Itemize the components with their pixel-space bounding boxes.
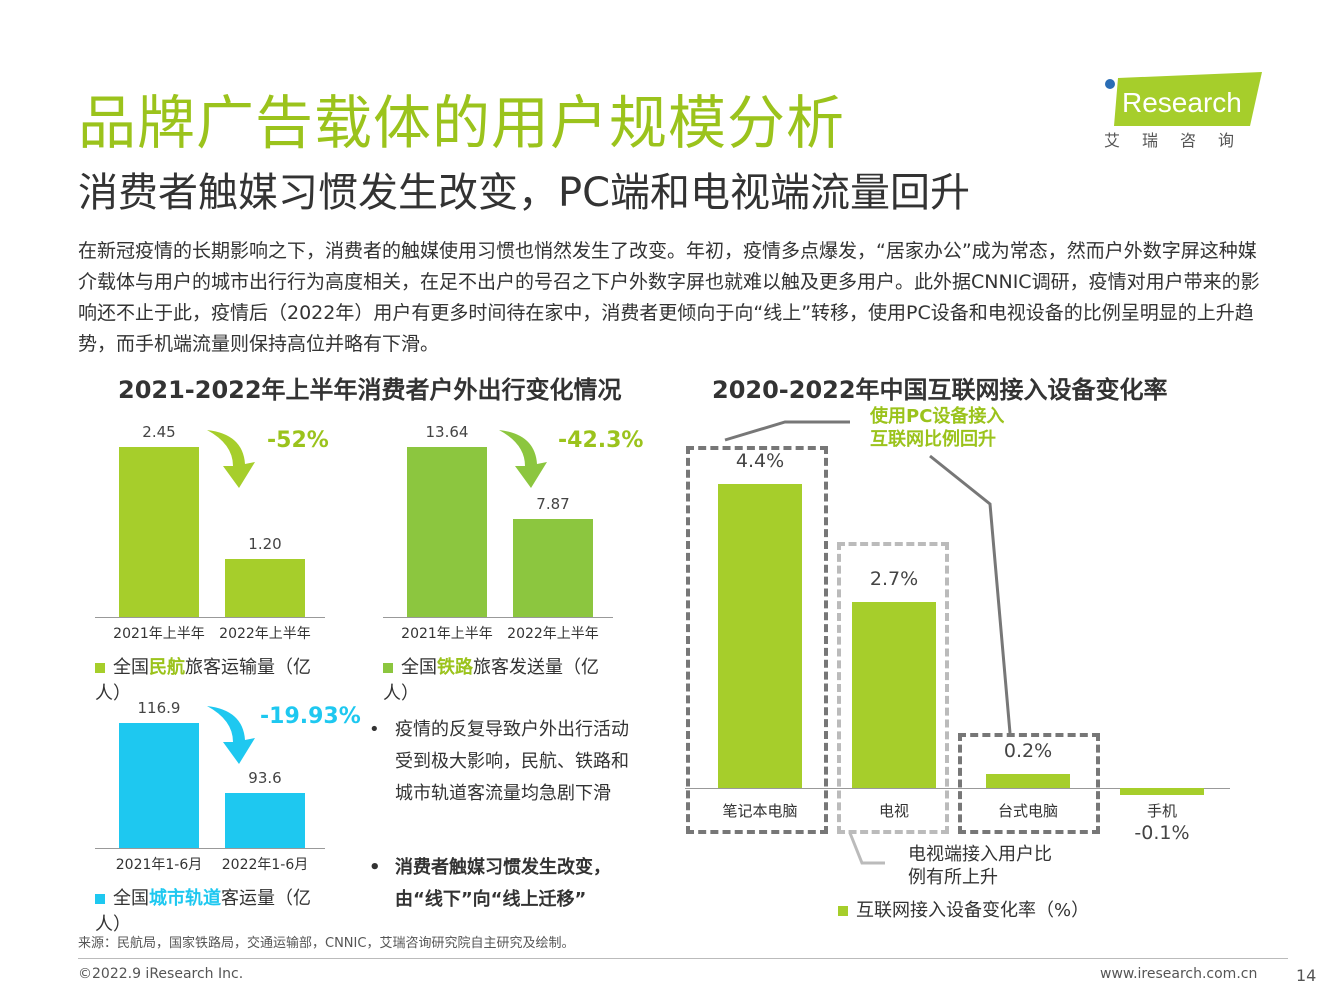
x-tick-label: 2021年上半年 [113,626,205,642]
railway-chart: 13.64 2021年上半年 7.87 2022年上半年 -42.3% 全国铁路旅客发送量… [383,410,643,704]
device-chart: 使用PC设备接入互联网比例回升 电视端接入用户比例有所上升 互联网接入设备变化率… [680,400,1240,930]
bar [1120,788,1204,795]
change-label: -42.3% [558,428,644,453]
data-label: 0.2% [1003,740,1053,763]
legend: 全国民航旅客运输量（亿人） [95,657,311,704]
bar [119,723,199,848]
svg-text:Research: Research [1122,87,1242,118]
legend: 全国城市轨道客运量（亿人） [95,888,311,935]
x-axis [685,788,1230,789]
x-tick-label: 2021年1-6月 [115,857,203,873]
bar [407,447,487,617]
data-label: 1.20 [248,534,282,553]
legend-swatch [838,906,848,916]
bar [513,518,593,617]
x-tick-label: 2022年上半年 [507,626,599,642]
laptop-highlight-box [686,446,828,834]
x-axis [383,617,613,618]
bar [225,792,305,848]
airline-chart: 2.45 2021年上半年 1.20 2022年上半年 -52% 全国民航旅客运输量（亿人… [95,410,335,704]
x-tick-label: 台式电脑 [997,802,1058,820]
bullet-1: • 疫情的反复导致户外出行活动受到极大影响，民航、铁路和城市轨道客流量均急剧下滑 [369,719,629,804]
x-tick-label: 2022年1-6月 [221,857,309,873]
bar [225,558,305,617]
pc-annotation: 使用PC设备接入互联网比例回升 [870,406,1005,450]
data-label: -0.1% [1134,822,1190,844]
data-label: 2.45 [142,423,176,441]
x-tick-label: 笔记本电脑 [722,802,798,820]
legend-swatch [383,663,393,673]
bar [718,484,802,788]
source-note: 来源：民航局，国家铁路局，交通运输部，CNNIC，艾瑞咨询研究院自主研究及绘制。 [78,936,575,951]
svg-text:艾瑞咨询: 艾瑞咨询 [1104,131,1256,150]
bar [119,447,199,617]
footer-divider [78,958,1288,959]
change-label: -19.93% [260,704,361,729]
tv-highlight-box [837,542,949,834]
right-chart-title: 2020-2022年中国互联网接入设备变化率 [712,376,1168,404]
page-number: 14 [1296,966,1317,985]
bar [986,774,1070,788]
left-chart-title: 2021-2022年上半年消费者户外出行变化情况 [118,376,622,404]
bullet-2: • 消费者触媒习惯发生改变，由“线下”向“线上迁移” [369,857,611,910]
logo-graphic: Research 艾瑞咨询 [1104,72,1262,150]
data-label: 93.6 [248,768,282,787]
down-arrow-icon [207,430,255,488]
change-label: -52% [267,428,329,453]
x-tick-label: 2021年上半年 [401,626,493,642]
legend: 全国铁路旅客发送量（亿人） [383,657,599,704]
data-label: 4.4% [735,450,785,473]
x-tick-label: 手机 [1146,802,1177,820]
data-label: 116.9 [137,699,181,717]
iresearch-logo: Research 艾瑞咨询 [1100,70,1270,150]
data-label: 7.87 [536,494,570,513]
x-axis [95,848,325,849]
page-title: 品牌广告载体的用户规模分析 [78,89,846,157]
legend-swatch [95,894,105,904]
desktop-highlight-box [958,733,1100,834]
data-label: 13.64 [425,423,469,441]
copyright: ©2022.9 iResearch Inc. [78,966,244,982]
tv-annotation: 电视端接入用户比例有所上升 [908,844,1052,888]
metro-chart: 116.9 2021年1-6月 93.6 2022年1-6月 -19.93% 全国城市轨道… [95,690,361,935]
data-label: 2.7% [869,567,919,590]
x-tick-label: 电视 [878,802,909,820]
x-tick-label: 2022年上半年 [219,626,311,642]
x-axis [95,617,325,618]
body-paragraph: 在新冠疫情的长期影响之下，消费者的触媒使用习惯也悄然发生了改变。年初，疫情多点爆… [78,240,1260,355]
bar [852,601,936,788]
device-legend: 互联网接入设备变化率（%） [838,896,1089,922]
annotation-lines [724,420,1012,865]
down-arrow-icon [499,430,547,488]
down-arrow-icon [207,706,255,764]
legend-swatch [95,663,105,673]
footer-url: www.iresearch.com.cn [1100,966,1258,982]
page-subtitle: 消费者触媒习惯发生改变，PC端和电视端流量回升 [78,170,971,216]
